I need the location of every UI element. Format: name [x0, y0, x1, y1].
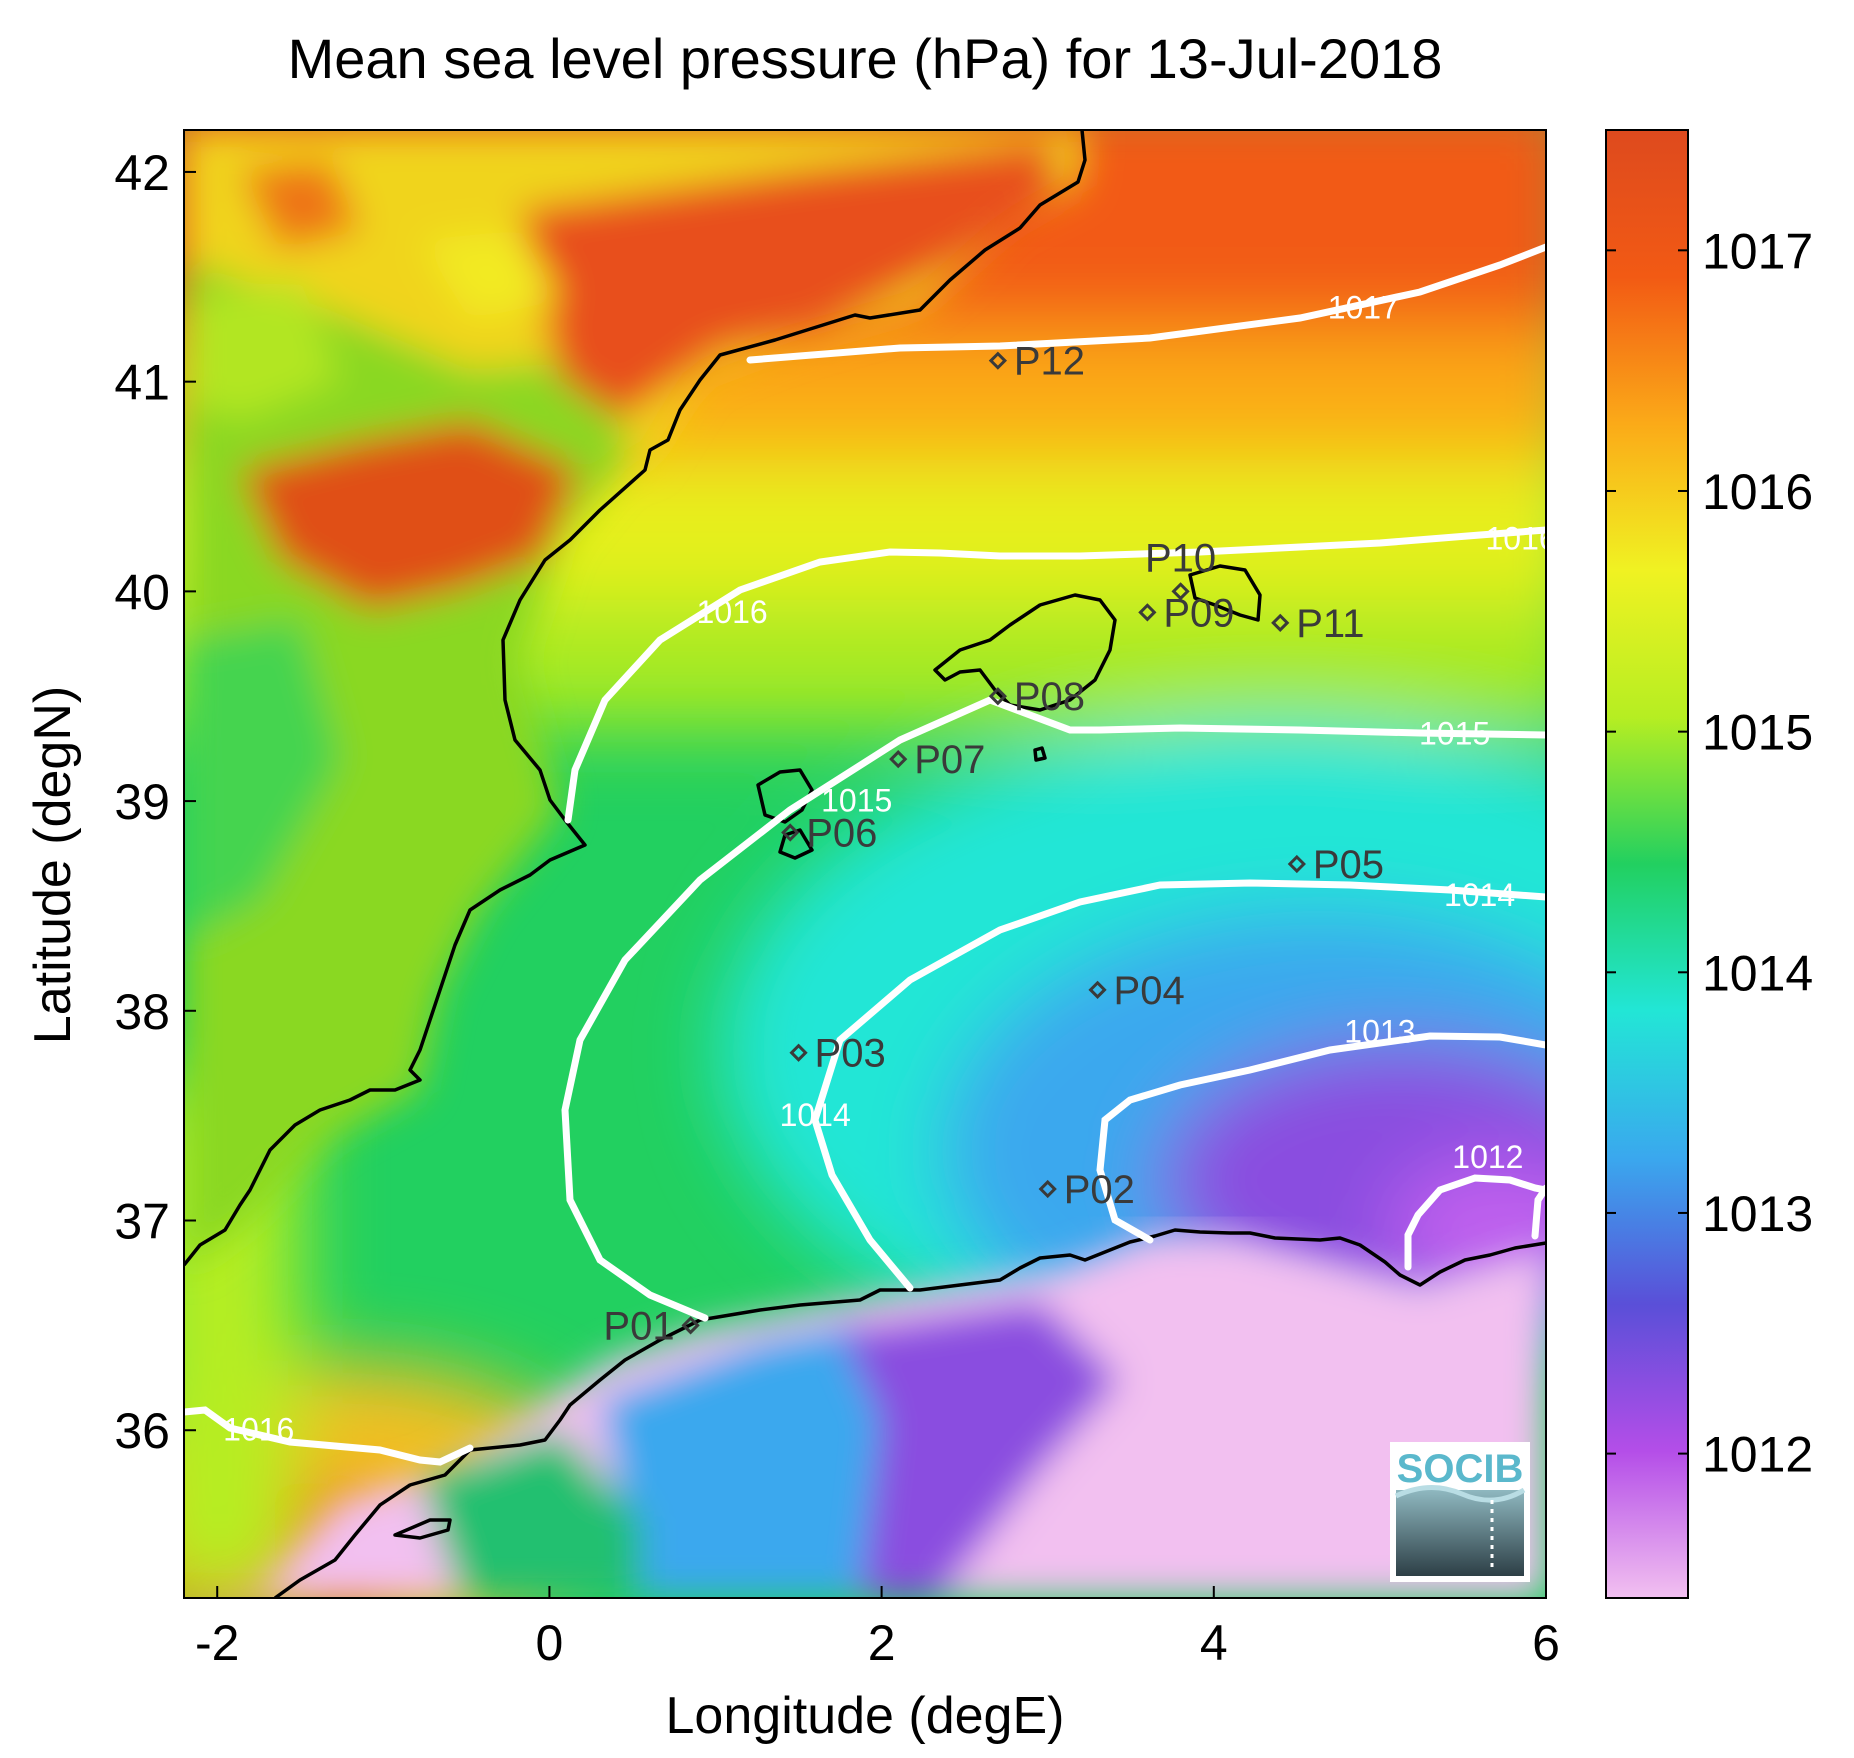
contour-label: 1014 [780, 1097, 851, 1133]
contour-1015 [561, 696, 1546, 1322]
land-iberia [184, 130, 1085, 1270]
contour-label: 1016 [697, 594, 768, 630]
x-tick-label: -2 [195, 1615, 239, 1671]
colorbar-ticks: 1012 1013 1014 1015 1016 1017 [1606, 223, 1813, 1483]
x-tick-label: 2 [868, 1615, 896, 1671]
station-marker [1171, 582, 1190, 601]
colorbar-tick-label: 1016 [1702, 464, 1813, 520]
contour-1013 [1096, 1032, 1546, 1244]
y-tick-label: 40 [114, 564, 170, 620]
x-tick-label: 6 [1532, 1615, 1560, 1671]
colorbar-tick-label: 1014 [1702, 945, 1813, 1001]
station-marker [1271, 613, 1290, 632]
coastline-mallorca [933, 593, 1117, 712]
station-label: P11 [1296, 602, 1364, 646]
station-label: P05 [1313, 843, 1384, 887]
chart-title: Mean sea level pressure (hPa) for 13-Jul… [288, 27, 1443, 90]
contour-label: 1015 [821, 783, 892, 819]
contour-label: 1013 [1344, 1013, 1415, 1049]
contour-1012 [1404, 1174, 1546, 1271]
contour-label: 1016 [1485, 520, 1556, 556]
station-label: P07 [914, 738, 985, 782]
x-tick-label: 0 [536, 1615, 564, 1671]
socib-logo: SOCIB [1390, 1442, 1530, 1582]
colorbar-tick-label: 1012 [1702, 1427, 1813, 1483]
x-tick-label: 4 [1200, 1615, 1228, 1671]
x-axis-title: Longitude (degE) [666, 1687, 1065, 1745]
land-africa [184, 1235, 1546, 1598]
y-tick-label: 36 [114, 1403, 170, 1459]
station-marker [988, 687, 1008, 706]
map-panel: 1017 1016 1016 1016 1015 1015 1014 1014 1013 1012… [184, 130, 1556, 1598]
y-axis: 36 37 38 39 40 41 42 [114, 145, 196, 1459]
contour-label: 1016 [223, 1412, 294, 1448]
station-label: P10 [1145, 536, 1216, 580]
coastline-cabrera [1033, 746, 1047, 762]
station-label: P04 [1114, 969, 1185, 1013]
station-label: P08 [1014, 675, 1085, 719]
contour-label: 1015 [1419, 715, 1490, 751]
y-tick-label: 37 [114, 1194, 170, 1250]
station-marker [1287, 854, 1306, 874]
contour-1016-south [184, 1406, 474, 1466]
y-tick-label: 39 [114, 774, 170, 830]
coastlines [184, 130, 1546, 1598]
y-tick-label: 41 [114, 355, 170, 411]
station-marker [789, 1043, 808, 1062]
contour-1014 [811, 879, 1546, 1292]
contour-label: 1014 [1444, 877, 1515, 913]
map-frame [183, 129, 1547, 1599]
station-label: P01 [603, 1304, 674, 1348]
station-marker [988, 351, 1008, 370]
station-label: P12 [1014, 340, 1085, 384]
colorbar-tick-label: 1013 [1702, 1186, 1813, 1242]
contour-1016-north [564, 526, 1546, 824]
station-label: P02 [1064, 1168, 1135, 1212]
station-marker [1088, 980, 1107, 999]
station-marker [1138, 603, 1157, 622]
coastline-alboran [393, 1518, 452, 1540]
colorbar-tick-label: 1015 [1702, 705, 1813, 761]
contour-label: 1012 [1452, 1139, 1523, 1175]
station-marker [889, 750, 908, 769]
station-label: P06 [806, 812, 877, 856]
colorbar-tick-label: 1017 [1702, 223, 1813, 279]
station-marker [781, 823, 800, 842]
stations: P01 P02 P03 P04 P05 P06 P07 P08 P09 P10 P11 P12 [603, 340, 1384, 1349]
y-axis-title: Latitude (degN) [24, 686, 82, 1044]
station-label: P09 [1163, 591, 1234, 635]
contour-labels: 1017 1016 1016 1016 1015 1015 1014 1014 1013 1012 [223, 290, 1556, 1448]
station-marker [1038, 1179, 1057, 1199]
colorbar [1605, 129, 1689, 1599]
y-tick-label: 38 [114, 984, 170, 1040]
contour-1012-east [1531, 1184, 1546, 1240]
station-label: P03 [815, 1032, 886, 1076]
coastline-menorca [1188, 564, 1262, 622]
y-tick-label: 42 [114, 145, 170, 201]
socib-logo-text: SOCIB [1397, 1447, 1524, 1491]
station-marker [681, 1316, 700, 1335]
coastline-iberia [184, 130, 1087, 1267]
x-axis: -2 0 2 4 6 [195, 1586, 1560, 1671]
contour-1017 [746, 243, 1546, 364]
coastline-africa [273, 1228, 1546, 1598]
pressure-contours [184, 243, 1546, 1466]
contour-label: 1017 [1328, 290, 1399, 326]
